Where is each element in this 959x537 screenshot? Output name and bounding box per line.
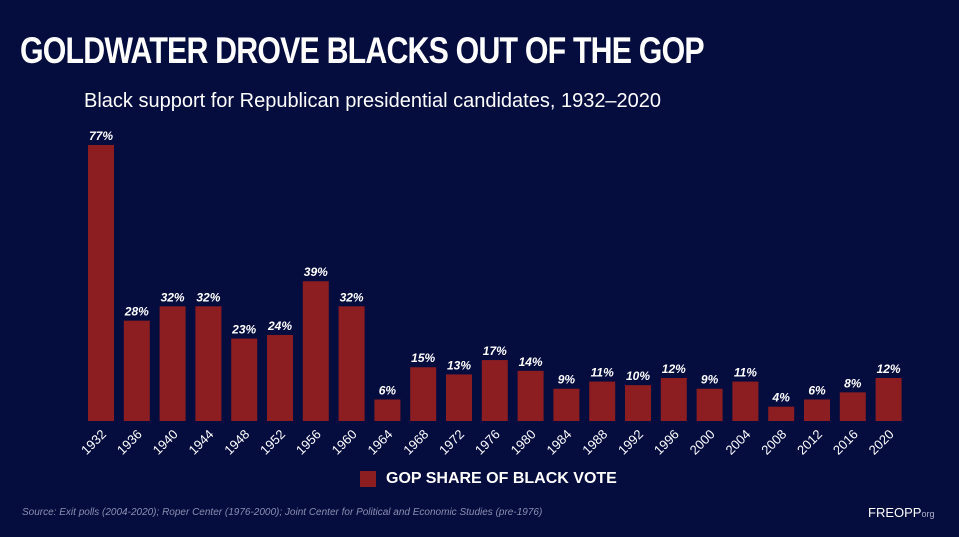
data-label-2000: 9% [701, 373, 719, 387]
bar-1952 [267, 334, 293, 421]
data-label-1948: 23% [231, 323, 256, 337]
data-label-1964: 6% [379, 383, 397, 397]
data-label-1972: 13% [447, 358, 471, 372]
bar-1984 [553, 388, 580, 421]
x-tick-label-1948: 1948 [221, 427, 252, 458]
data-label-2012: 6% [808, 383, 826, 397]
bar-1936 [123, 320, 150, 421]
bar-1996 [660, 377, 687, 421]
bar-1940 [159, 306, 186, 421]
x-tick-label-1988: 1988 [579, 427, 610, 458]
bar-2016 [839, 392, 866, 421]
data-label-1976: 17% [483, 344, 507, 358]
data-label-1952: 24% [267, 319, 292, 333]
data-label-2016: 8% [844, 376, 862, 390]
chart-subtitle: Black support for Republican presidentia… [84, 90, 662, 112]
data-label-1956: 39% [304, 265, 328, 279]
x-tick-label-2012: 2012 [794, 427, 825, 458]
data-label-1932: 77% [89, 129, 113, 143]
x-tick-label-1960: 1960 [329, 427, 360, 458]
x-tick-label-1944: 1944 [185, 427, 216, 458]
bar-2020 [875, 377, 902, 421]
data-label-1992: 10% [626, 369, 650, 383]
data-label-1996: 12% [662, 362, 686, 376]
data-label-1984: 9% [558, 373, 576, 387]
x-tick-label-2004: 2004 [722, 427, 753, 458]
bar-1980 [517, 370, 544, 421]
bar-1992 [625, 385, 651, 421]
x-tick-label-1956: 1956 [293, 427, 324, 458]
data-label-1960: 32% [340, 290, 364, 304]
x-tick-label-2020: 2020 [866, 427, 897, 458]
data-label-1936: 28% [124, 305, 149, 319]
bar-1944 [195, 306, 222, 421]
x-tick-label-1972: 1972 [436, 427, 467, 458]
bar-1948 [231, 338, 258, 421]
legend: GOP SHARE OF BLACK VOTE [360, 470, 617, 488]
bar-1964 [374, 399, 401, 421]
x-tick-label-2008: 2008 [758, 427, 789, 458]
x-tick-label-1936: 1936 [114, 427, 145, 458]
bar-1932 [88, 145, 114, 421]
data-label-2020: 12% [877, 362, 901, 376]
data-label-2004: 11% [734, 366, 757, 380]
data-label-1944: 32% [196, 290, 220, 304]
x-tick-label-1940: 1940 [150, 427, 181, 458]
x-tick-label-1984: 1984 [543, 427, 574, 458]
data-label-1940: 32% [161, 290, 185, 304]
bar-1968 [410, 367, 437, 421]
bar-2012 [804, 399, 830, 421]
x-tick-label-1952: 1952 [257, 427, 288, 458]
bar-1972 [446, 374, 472, 421]
bar-1988 [589, 381, 616, 421]
bar-2000 [696, 388, 723, 421]
x-tick-label-1992: 1992 [615, 427, 646, 458]
freopp-logo: FREOPPorg [868, 505, 934, 520]
data-label-1980: 14% [519, 355, 543, 369]
bar-1956 [302, 281, 329, 421]
x-tick-label-1996: 1996 [651, 427, 682, 458]
source-note: Source: Exit polls (2004-2020); Roper Ce… [22, 507, 543, 518]
x-tick-label-2016: 2016 [830, 427, 861, 458]
legend-label: GOP SHARE OF BLACK VOTE [386, 470, 617, 487]
page-title: GOLDWATER DROVE BLACKS OUT OF THE GOP [20, 30, 705, 71]
bar-2008 [768, 406, 795, 421]
data-label-2008: 4% [772, 391, 791, 405]
x-tick-label-1980: 1980 [508, 427, 539, 458]
bar-1960 [338, 306, 365, 421]
x-tick-label-2000: 2000 [687, 427, 718, 458]
x-tick-label-1932: 1932 [78, 427, 109, 458]
x-tick-label-1968: 1968 [400, 427, 431, 458]
x-tick-label-1976: 1976 [472, 427, 503, 458]
bar-1976 [481, 360, 508, 421]
logo-suffix: org [921, 509, 935, 519]
data-label-1988: 11% [591, 366, 614, 380]
logo-main: FREOPP [868, 505, 922, 520]
x-tick-label-1964: 1964 [364, 427, 395, 458]
legend-swatch [360, 471, 376, 487]
bar-2004 [732, 381, 759, 421]
data-label-1968: 15% [411, 351, 435, 365]
